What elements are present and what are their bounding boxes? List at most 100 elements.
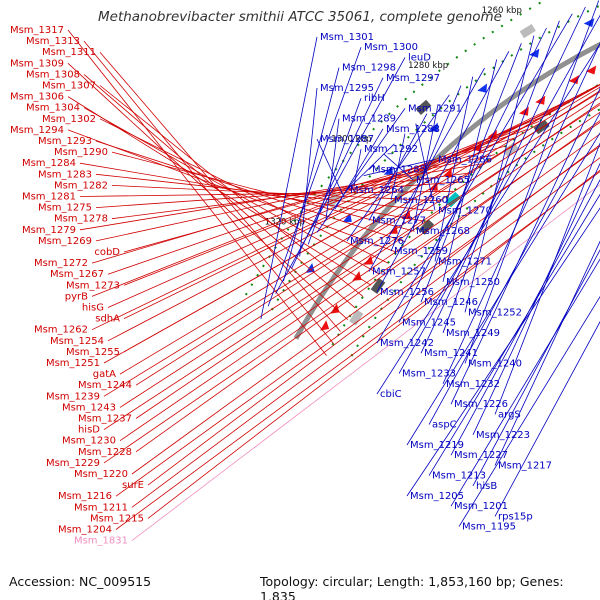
left-gene-label: Msm_1294 — [10, 125, 64, 136]
right-gene-label: Msm_1205 — [410, 491, 464, 502]
right-leader-line — [346, 143, 395, 191]
right-leader-line — [406, 207, 600, 497]
forward-gene-arrow — [320, 320, 330, 331]
left-gene-label: Msm_1307 — [42, 81, 96, 92]
right-gene-label: hisB — [476, 481, 497, 492]
left-gene-label: Msm_1255 — [66, 347, 120, 358]
right-gene-label: Msm_1285 — [372, 165, 426, 176]
left-leader-line — [79, 190, 454, 197]
right-gene-label: Msm_1292 — [364, 144, 418, 155]
right-gene-label: Msm_1250 — [446, 277, 500, 288]
left-gene-label: surE — [122, 480, 144, 491]
left-gene-label: Msm_1273 — [66, 280, 120, 291]
left-gene-label: Msm_1251 — [46, 358, 100, 369]
left-leader-line — [119, 86, 600, 375]
right-leader-line — [458, 295, 600, 527]
right-gene-label: Msm_1291 — [408, 103, 462, 114]
right-gene-label: Msm_1223 — [476, 430, 530, 441]
forward-gene-arrow — [442, 168, 452, 178]
left-leader-line — [111, 151, 415, 232]
left-gene-label: Msm_1216 — [58, 491, 112, 502]
right-leader-line — [368, 113, 428, 221]
right-leader-line — [376, 13, 573, 344]
left-leader-line — [135, 102, 600, 419]
right-leader-line — [283, 67, 340, 282]
left-gene-label: hisD — [78, 425, 100, 436]
right-leader-line — [325, 118, 340, 221]
gene-feature-block — [415, 99, 432, 116]
right-leader-line — [428, 193, 600, 476]
left-leader-line — [95, 154, 495, 242]
left-gene-label: Msm_1230 — [62, 436, 116, 447]
right-gene-label: Msm_1252 — [468, 307, 522, 318]
left-leader-line — [107, 84, 599, 342]
left-gene-label: hisG — [82, 303, 104, 314]
right-gene-label: Msm_1271 — [438, 256, 492, 267]
right-gene-label: Msm_1240 — [468, 358, 522, 369]
left-gene-label: Msm_1308 — [26, 69, 80, 80]
right-gene-label: Msm_1270 — [438, 205, 492, 216]
right-gene-label: Msm_1277 — [372, 216, 426, 227]
left-gene-label: Msm_1228 — [78, 447, 132, 458]
right-gene-label: Msm_1213 — [432, 471, 486, 482]
left-gene-label: Msm_1239 — [46, 391, 100, 402]
left-leader-line — [67, 63, 349, 320]
right-leader-line — [390, 85, 462, 252]
left-leader-line — [91, 113, 551, 297]
left-gene-label: Msm_1284 — [22, 158, 76, 169]
left-gene-label: sdhA — [95, 314, 120, 325]
right-gene-label: Msm_1288 — [386, 124, 440, 135]
scale-label: 1260 kbp — [482, 6, 522, 16]
right-leader-line — [307, 98, 362, 245]
left-leader-line — [111, 185, 444, 202]
right-gene-label: Msm_1257 — [372, 267, 426, 278]
left-gene-label: Msm_1254 — [50, 336, 104, 347]
right-gene-label: Msm_1286 — [438, 154, 492, 165]
left-leader-line — [79, 163, 485, 231]
forward-gene-arrow — [352, 270, 362, 281]
right-gene-label: ribH — [364, 93, 385, 104]
right-leader-line — [420, 6, 586, 354]
left-leader-line — [103, 104, 600, 430]
right-gene-label: Msm_1233 — [402, 369, 456, 380]
left-gene-label: Msm_1311 — [42, 47, 96, 58]
right-leader-line — [398, 27, 547, 323]
right-leader-line — [420, 43, 522, 303]
right-leader-line — [442, 42, 600, 384]
left-gene-label: Msm_1244 — [78, 380, 132, 391]
right-leader-line — [434, 76, 474, 262]
left-gene-label: Msm_1267 — [50, 269, 104, 280]
reverse-gene-arrow — [305, 262, 315, 273]
topology-text: Topology: circular; Length: 1,853,160 bp… — [260, 574, 564, 600]
left-leader-line — [131, 184, 600, 541]
right-leader-line — [428, 112, 600, 425]
left-leader-line — [67, 29, 327, 356]
right-leader-line — [494, 142, 600, 415]
right-gene-label: Msm_1298 — [342, 63, 396, 74]
right-leader-line — [267, 47, 362, 307]
right-leader-line — [299, 87, 318, 257]
left-leader-line — [103, 91, 600, 397]
left-gene-label: Msm_1304 — [26, 103, 80, 114]
gene-feature-block — [370, 277, 386, 295]
right-gene-label: Msm_1259 — [394, 246, 448, 257]
right-gene-label: Msm_1232 — [446, 379, 500, 390]
right-gene-label: Msm_1260 — [394, 195, 448, 206]
right-leader-line — [376, 51, 510, 293]
left-gene-label: pyrB — [65, 291, 88, 302]
right-leader-line — [472, 249, 600, 486]
right-leader-line — [494, 240, 600, 466]
left-gene-label: Msm_1211 — [74, 502, 128, 513]
scale-label: 1300 kbp — [331, 134, 371, 144]
left-gene-label: Msm_1302 — [42, 114, 96, 125]
left-leader-line — [91, 91, 587, 331]
right-leader-line — [442, 20, 560, 333]
left-gene-label: Msm_1215 — [90, 513, 144, 524]
right-gene-label: Msm_1264 — [350, 185, 404, 196]
right-leader-line — [368, 67, 485, 272]
left-gene-label: Msm_1278 — [54, 214, 108, 225]
tick-ring-2 — [331, 82, 600, 346]
reverse-gene-arrow — [477, 83, 488, 93]
right-leader-line — [346, 94, 450, 242]
